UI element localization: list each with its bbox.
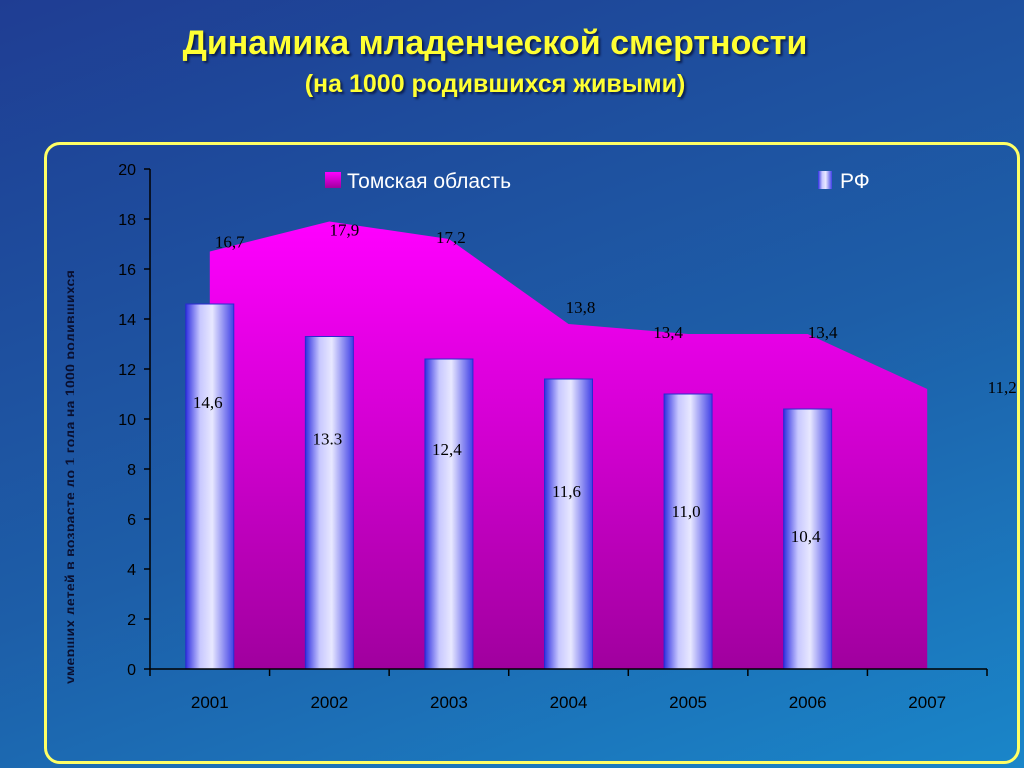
legend-label-tomsk: Томская область bbox=[347, 170, 511, 193]
y-tick-label-4: 4 bbox=[127, 562, 136, 579]
data-label-rf-2006: 10,4 bbox=[791, 527, 821, 546]
x-tick-label-2006: 2006 bbox=[789, 693, 827, 712]
data-label-rf-2001: 14,6 bbox=[193, 393, 223, 412]
y-tick-label-0: 0 bbox=[127, 662, 136, 679]
bar-rf-2004 bbox=[544, 378, 593, 670]
y-axis-label-container: умерших детей в возрасте до 1 года на 10… bbox=[50, 152, 74, 700]
x-tick-label-2002: 2002 bbox=[310, 693, 348, 712]
data-label-rf-2004: 11,6 bbox=[552, 482, 581, 501]
data-label-tomsk-2004: 13,8 bbox=[566, 298, 596, 317]
data-label-rf-2002: 13.3 bbox=[312, 430, 342, 449]
y-tick-label-14: 14 bbox=[118, 312, 136, 329]
x-tick-label-2005: 2005 bbox=[669, 693, 707, 712]
data-label-tomsk-2001: 16,7 bbox=[215, 233, 245, 252]
chart-title: Динамика младенческой смертности bbox=[182, 24, 808, 62]
bar-rf-2001 bbox=[185, 303, 235, 670]
y-tick-label-10: 10 bbox=[118, 412, 136, 429]
bar-rf-2005 bbox=[663, 393, 713, 670]
data-label-tomsk-2005: 13,4 bbox=[653, 323, 683, 342]
data-label-rf-2005: 11,0 bbox=[672, 502, 701, 521]
data-label-rf-2003: 12,4 bbox=[432, 440, 462, 459]
legend-swatch-tomsk bbox=[325, 172, 341, 188]
y-tick-label-12: 12 bbox=[118, 362, 136, 379]
x-tick-label-2004: 2004 bbox=[550, 693, 588, 712]
data-label-tomsk-2003: 17,2 bbox=[436, 228, 466, 247]
y-axis-label: умерших детей в возрасте до 1 года на 10… bbox=[62, 269, 74, 684]
legend-label-rf: РФ bbox=[840, 170, 870, 193]
chart-subtitle: (на 1000 родившихся живыми) bbox=[304, 70, 686, 98]
legend-swatch-rf bbox=[818, 171, 832, 189]
y-tick-label-6: 6 bbox=[127, 512, 136, 529]
x-tick-label-2007: 2007 bbox=[908, 693, 946, 712]
data-label-tomsk-2002: 17,9 bbox=[329, 221, 359, 240]
bar-rf-2003 bbox=[424, 358, 474, 670]
y-tick-label-8: 8 bbox=[127, 462, 136, 479]
x-tick-label-2003: 2003 bbox=[430, 693, 468, 712]
x-tick-label-2001: 2001 bbox=[191, 693, 229, 712]
y-tick-label-20: 20 bbox=[118, 162, 136, 179]
y-tick-label-2: 2 bbox=[127, 612, 136, 629]
y-tick-label-16: 16 bbox=[118, 262, 136, 279]
chart-frame bbox=[44, 142, 1020, 764]
bar-rf-2002 bbox=[304, 336, 354, 670]
y-tick-label-18: 18 bbox=[118, 212, 136, 229]
data-label-tomsk-2006: 13,4 bbox=[808, 323, 838, 342]
data-label-tomsk-2007: 11,2 bbox=[988, 378, 1017, 397]
bar-rf-2006 bbox=[783, 408, 833, 670]
